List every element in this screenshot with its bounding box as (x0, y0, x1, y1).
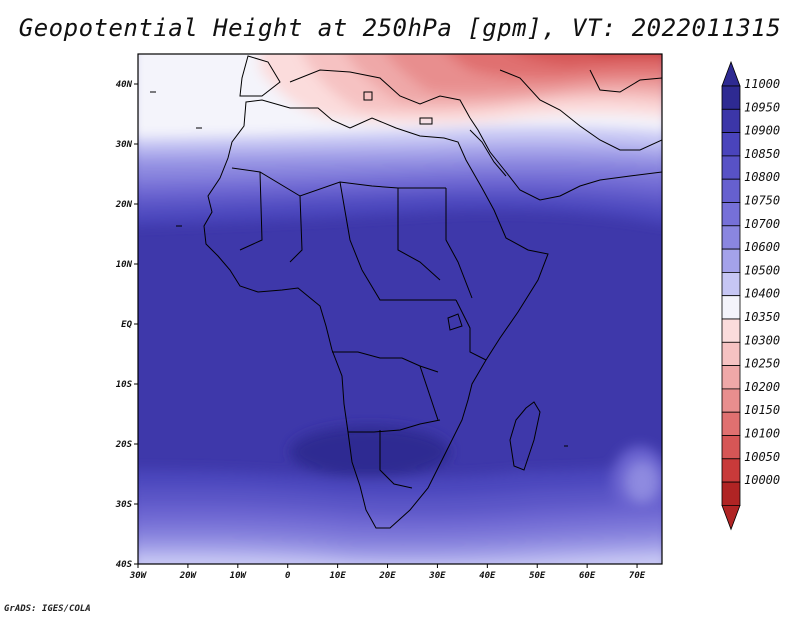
colorbar-label: 10500 (744, 263, 780, 277)
colorbar-label: 10000 (744, 473, 780, 487)
colorbar-swatch (721, 248, 741, 273)
colorbar-label: 10400 (744, 287, 780, 301)
x-tick-label: 30W (129, 571, 148, 581)
map-title: Geopotential Height at 250hPa [gpm], VT:… (18, 14, 782, 42)
colorbar-swatch (721, 225, 741, 250)
colorbar: 11000 10950 10900 10850 10800 10750 10700 10600… (721, 60, 780, 531)
x-tick-label: 60E (579, 571, 596, 581)
colorbar-swatch (721, 295, 741, 320)
colorbar-label: 10100 (744, 427, 780, 441)
colorbar-swatch (721, 132, 741, 157)
colorbar-swatch (721, 178, 741, 203)
colorbar-label: 10750 (744, 194, 780, 208)
y-tick-label: 20S (115, 440, 133, 450)
x-tick-label: 50E (529, 571, 546, 581)
x-tick-label: 20E (378, 571, 396, 581)
axis-ticks (134, 83, 638, 568)
colorbar-label: 10850 (744, 147, 780, 161)
colorbar-label: 11000 (744, 77, 780, 91)
colorbar-swatch (721, 108, 741, 134)
colorbar-label: 10950 (744, 100, 780, 114)
y-tick-label: 40S (116, 560, 133, 570)
y-tick-label: 20N (115, 200, 133, 210)
colorbar-swatch (721, 318, 741, 343)
y-tick-label: 30N (115, 140, 133, 150)
axis-labels: 30W 20W 10W 0 10E 20E 30E 40E 50E 60E 70E 40N 30N 20N… (115, 80, 646, 581)
colorbar-swatch (721, 155, 741, 180)
colorbar-swatch (721, 458, 741, 483)
x-tick-label: 70E (629, 571, 646, 581)
x-tick-label: 30E (428, 571, 446, 581)
colorbar-swatch (721, 435, 741, 460)
y-tick-label: 30S (115, 500, 133, 510)
x-tick-label: 0 (285, 571, 291, 581)
colorbar-swatch (721, 388, 741, 413)
colorbar-swatch (721, 481, 741, 506)
colorbar-label: 10050 (744, 450, 780, 464)
colorbar-swatch (721, 202, 741, 227)
colorbar-label: 10200 (744, 380, 780, 394)
height-field (138, 54, 662, 564)
colorbar-label: 10250 (744, 357, 780, 371)
y-tick-label: 10N (116, 260, 133, 270)
coastlines (150, 55, 662, 529)
colorbar-label: 10300 (744, 333, 780, 347)
colorbar-label: 10350 (744, 310, 780, 324)
colorbar-label: 10150 (744, 403, 780, 417)
x-tick-label: 10W (230, 571, 248, 581)
colorbar-min-arrow (721, 504, 741, 531)
colorbar-swatch (721, 365, 741, 390)
colorbar-label: 10800 (744, 170, 780, 184)
colorbar-label: 10900 (744, 124, 780, 138)
colorbar-swatch (721, 85, 741, 110)
colorbar-swatch (721, 411, 741, 436)
colorbar-label: 10700 (744, 217, 780, 231)
colorbar-max-arrow (721, 60, 741, 87)
y-tick-label: 10S (116, 380, 133, 390)
colorbar-swatch (721, 271, 741, 297)
colorbar-label: 10600 (744, 240, 780, 254)
footer-credit: GrADS: IGES/COLA (4, 604, 91, 614)
y-tick-label: 40N (116, 80, 133, 90)
x-tick-label: 20W (179, 571, 198, 581)
y-tick-label: EQ (121, 320, 132, 330)
colorbar-swatch (721, 341, 741, 366)
x-tick-label: 10E (329, 571, 346, 581)
x-tick-label: 40E (479, 571, 496, 581)
map-frame (137, 53, 663, 565)
